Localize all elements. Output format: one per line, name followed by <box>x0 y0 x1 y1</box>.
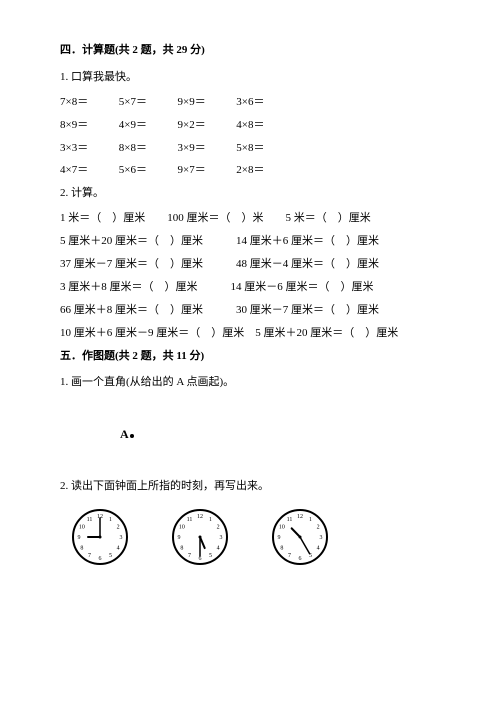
calc-cell: 9×9＝ <box>178 92 234 113</box>
svg-text:2: 2 <box>217 525 220 531</box>
svg-text:1: 1 <box>109 517 112 523</box>
svg-text:12: 12 <box>297 514 303 520</box>
point-a-label: A <box>120 427 129 441</box>
fill-row: 1 米＝（ ）厘米 100 厘米＝（ ）米 5 米＝（ ）厘米 <box>60 208 440 229</box>
svg-text:6: 6 <box>99 556 102 562</box>
svg-text:8: 8 <box>180 546 183 552</box>
svg-text:2: 2 <box>117 525 120 531</box>
q5-1-title: 1. 画一个直角(从给出的 A 点画起)。 <box>60 372 440 393</box>
svg-text:11: 11 <box>187 517 193 523</box>
svg-text:10: 10 <box>179 525 185 531</box>
draw-area: A <box>120 423 440 446</box>
calc-cell: 5×7＝ <box>119 92 175 113</box>
calc-cell: 3×6＝ <box>236 92 292 113</box>
calc-cell: 8×8＝ <box>119 138 175 159</box>
fill-row: 5 厘米＋20 厘米＝（ ）厘米 14 厘米＋6 厘米＝（ ）厘米 <box>60 231 440 252</box>
svg-text:9: 9 <box>278 535 281 541</box>
clocks-row: 123456789101112 123456789101112 12345678… <box>60 507 440 567</box>
calc-cell: 3×9＝ <box>178 138 234 159</box>
svg-text:3: 3 <box>320 535 323 541</box>
calc-cell: 4×9＝ <box>119 115 175 136</box>
fill-row: 3 厘米＋8 厘米＝（ ）厘米 14 厘米－6 厘米＝（ ）厘米 <box>60 277 440 298</box>
section5-title: 五．作图题(共 2 题，共 11 分) <box>60 346 440 367</box>
svg-text:4: 4 <box>217 546 220 552</box>
calc-row: 3×3＝ 8×8＝ 3×9＝ 5×8＝ <box>60 138 440 159</box>
calc-cell: 9×7＝ <box>178 160 234 181</box>
calc-row: 7×8＝ 5×7＝ 9×9＝ 3×6＝ <box>60 92 440 113</box>
point-a-dot-icon <box>129 432 137 440</box>
calc-cell: 5×8＝ <box>236 138 292 159</box>
q5-2-title: 2. 读出下面钟面上所指的时刻，再写出来。 <box>60 476 440 497</box>
svg-text:11: 11 <box>287 517 293 523</box>
clock-3-icon: 123456789101112 <box>270 507 330 567</box>
calc-cell: 3×3＝ <box>60 138 116 159</box>
calc-cell: 4×8＝ <box>236 115 292 136</box>
calc-cell: 4×7＝ <box>60 160 116 181</box>
svg-text:9: 9 <box>178 535 181 541</box>
calc-cell: 5×6＝ <box>119 160 175 181</box>
svg-text:4: 4 <box>117 546 120 552</box>
calc-row: 8×9＝ 4×9＝ 9×2＝ 4×8＝ <box>60 115 440 136</box>
calc-row: 4×7＝ 5×6＝ 9×7＝ 2×8＝ <box>60 160 440 181</box>
svg-text:6: 6 <box>299 556 302 562</box>
svg-text:6: 6 <box>199 556 202 562</box>
svg-text:2: 2 <box>317 525 320 531</box>
svg-text:8: 8 <box>280 546 283 552</box>
calc-cell: 9×2＝ <box>178 115 234 136</box>
svg-text:8: 8 <box>80 546 83 552</box>
svg-text:1: 1 <box>309 517 312 523</box>
q1-title: 1. 口算我最快。 <box>60 67 440 88</box>
q2-title: 2. 计算。 <box>60 183 440 204</box>
svg-text:10: 10 <box>279 525 285 531</box>
svg-text:10: 10 <box>79 525 85 531</box>
svg-text:7: 7 <box>188 553 191 559</box>
svg-text:5: 5 <box>109 553 112 559</box>
section4-title: 四．计算题(共 2 题，共 29 分) <box>60 40 440 61</box>
svg-text:7: 7 <box>288 553 291 559</box>
svg-text:7: 7 <box>88 553 91 559</box>
calc-cell: 7×8＝ <box>60 92 116 113</box>
calc-cell: 2×8＝ <box>236 160 292 181</box>
fill-row: 37 厘米－7 厘米＝（ ）厘米 48 厘米－4 厘米＝（ ）厘米 <box>60 254 440 275</box>
svg-text:5: 5 <box>209 553 212 559</box>
fill-row: 66 厘米＋8 厘米＝（ ）厘米 30 厘米－7 厘米＝（ ）厘米 <box>60 300 440 321</box>
svg-text:9: 9 <box>78 535 81 541</box>
svg-text:1: 1 <box>209 517 212 523</box>
clock-2-icon: 123456789101112 <box>170 507 230 567</box>
svg-text:3: 3 <box>220 535 223 541</box>
clock-1-icon: 123456789101112 <box>70 507 130 567</box>
svg-text:4: 4 <box>317 546 320 552</box>
svg-text:11: 11 <box>87 517 93 523</box>
fill-row: 10 厘米＋6 厘米－9 厘米＝（ ）厘米 5 厘米＋20 厘米＝（ ）厘米 <box>60 323 440 344</box>
svg-text:12: 12 <box>197 514 203 520</box>
calc-cell: 8×9＝ <box>60 115 116 136</box>
svg-text:3: 3 <box>120 535 123 541</box>
